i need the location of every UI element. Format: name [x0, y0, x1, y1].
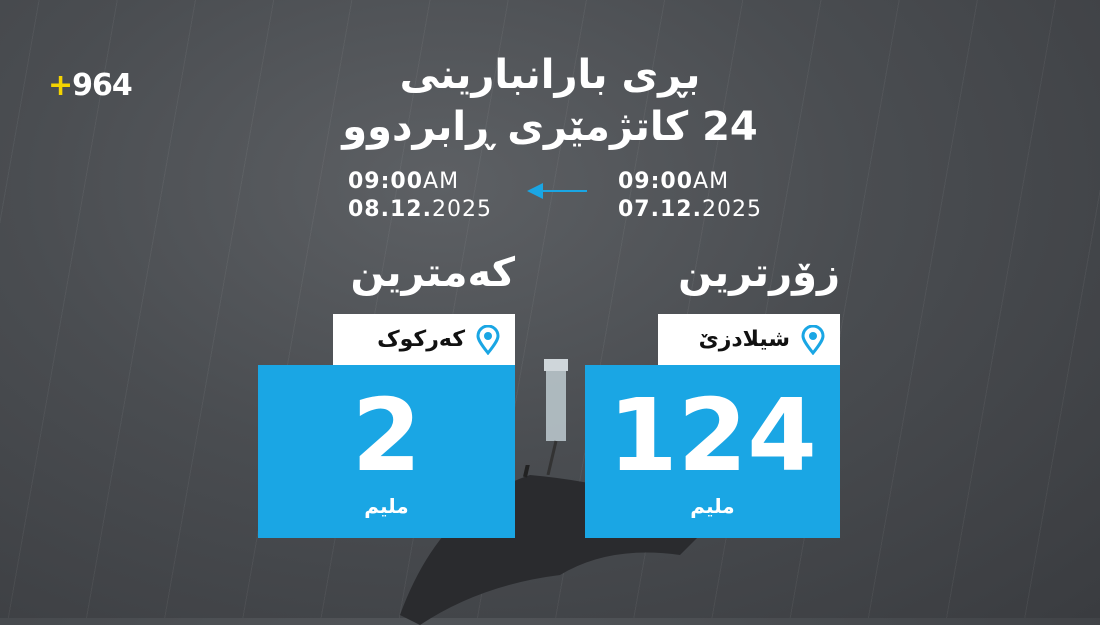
end-year: 2025	[431, 197, 492, 222]
logo: +964	[48, 68, 133, 103]
start-time-value: 09:00	[618, 169, 694, 194]
highest-value-box: 124 ملیم	[585, 365, 840, 538]
highest-location-label: شیلادزێ	[658, 314, 840, 365]
lowest-heading: کەمترین	[350, 250, 515, 296]
highest-heading: زۆرترین	[678, 250, 840, 296]
end-time: 09:00AM 08.12.2025	[348, 168, 492, 224]
location-pin-icon	[476, 324, 500, 355]
rain-gauge-image	[544, 359, 568, 475]
end-date: 08.12.	[348, 197, 432, 222]
start-year: 2025	[701, 197, 762, 222]
lowest-value-box: 2 ملیم	[258, 365, 515, 538]
end-time-value: 09:00	[348, 169, 424, 194]
start-ampm: AM	[693, 169, 730, 194]
location-pin-icon	[801, 324, 825, 355]
lowest-value: 2	[351, 376, 422, 494]
start-time: 09:00AM 07.12.2025	[618, 168, 762, 224]
highest-unit: ملیم	[690, 493, 735, 518]
title-line-2: 24 کاتژمێری ڕابردوو	[342, 104, 758, 150]
lowest-location-label: کەرکوک	[333, 314, 515, 365]
start-date: 07.12.	[618, 197, 702, 222]
arrow-left-icon	[527, 183, 587, 199]
end-ampm: AM	[423, 169, 460, 194]
lowest-location: کەرکوک	[377, 327, 465, 352]
title-line-1: بڕی بارانبارینی	[399, 52, 701, 98]
lowest-unit: ملیم	[364, 493, 409, 518]
highest-value: 124	[608, 376, 817, 494]
highest-location: شیلادزێ	[698, 327, 790, 352]
